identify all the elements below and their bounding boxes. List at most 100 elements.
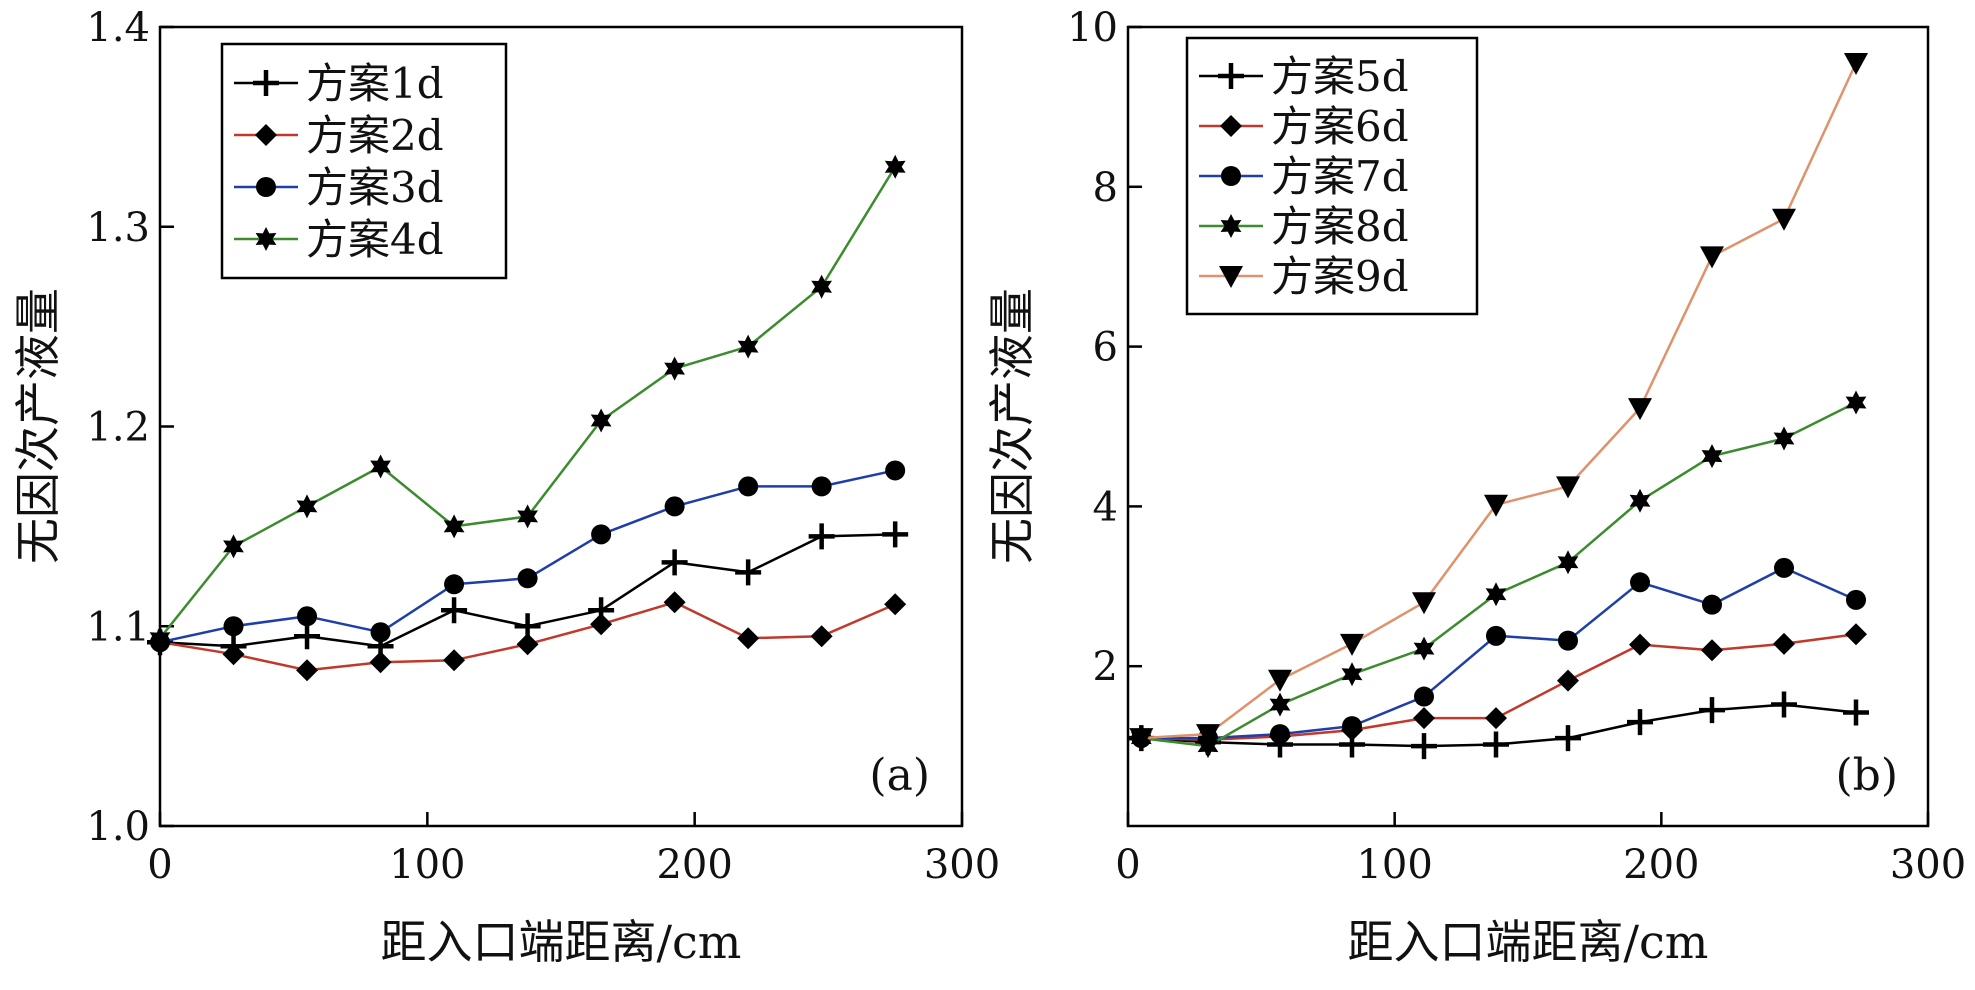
series-方案9d	[1129, 52, 1868, 751]
data-point	[811, 476, 832, 497]
data-point	[297, 606, 318, 627]
legend-marker	[256, 177, 276, 197]
legend-marker	[1221, 166, 1241, 186]
data-point	[1129, 728, 1154, 751]
series-方案8d	[1130, 390, 1867, 759]
x-axis-title: 距入口端距离/cm	[1348, 915, 1709, 969]
data-point	[223, 616, 244, 637]
data-point	[369, 651, 392, 674]
x-tick-label: 300	[924, 842, 1000, 888]
series-line	[1141, 401, 1857, 748]
data-point	[1845, 623, 1867, 646]
series-方案7d	[1131, 557, 1866, 749]
y-tick-label: 1.0	[86, 804, 150, 850]
legend-marker	[255, 124, 277, 146]
data-point	[735, 559, 762, 586]
data-point	[591, 524, 612, 545]
legend-label: 方案5d	[1271, 52, 1409, 101]
data-point	[1844, 52, 1868, 75]
y-tick-label: 10	[1067, 5, 1118, 51]
legend-label: 方案7d	[1271, 152, 1409, 201]
panel-label: (b)	[1836, 750, 1899, 801]
data-point	[370, 622, 391, 643]
series-方案4d	[149, 154, 906, 651]
y-axis-title: 无因次产液量	[985, 288, 1039, 564]
data-point	[664, 356, 685, 381]
data-point	[1772, 208, 1796, 231]
data-point	[884, 593, 907, 616]
data-point	[441, 597, 468, 624]
data-point	[1556, 476, 1580, 499]
legend-label: 方案6d	[1271, 102, 1409, 151]
series-方案2d	[149, 591, 907, 682]
data-point	[1555, 725, 1581, 752]
data-point	[1413, 707, 1435, 730]
x-tick-label: 0	[1115, 842, 1140, 888]
data-point	[1196, 724, 1220, 747]
legend-label: 方案2d	[306, 111, 444, 160]
data-point	[1773, 632, 1795, 655]
legend-label: 方案4d	[306, 215, 444, 264]
data-point	[1699, 697, 1725, 724]
data-point	[1702, 594, 1722, 615]
legend-marker	[255, 227, 277, 251]
data-point	[1629, 633, 1651, 656]
data-point	[296, 494, 318, 519]
y-tick-label: 1.2	[86, 405, 150, 451]
data-point	[222, 643, 245, 666]
legend-label: 方案8d	[1271, 202, 1409, 251]
data-point	[517, 568, 538, 589]
data-point	[884, 154, 906, 179]
data-point	[661, 549, 688, 576]
data-point	[1630, 572, 1650, 593]
data-point	[370, 454, 391, 479]
data-point	[149, 626, 171, 651]
data-point	[590, 613, 613, 636]
data-point	[738, 476, 759, 497]
data-point	[811, 274, 832, 299]
data-point	[1269, 692, 1291, 717]
data-point	[294, 623, 321, 650]
data-point	[223, 534, 244, 559]
data-point	[296, 659, 319, 682]
data-point	[1557, 550, 1579, 575]
legend-marker	[1220, 214, 1242, 238]
data-point	[737, 627, 760, 650]
x-tick-label: 0	[147, 842, 172, 888]
data-point	[1771, 691, 1797, 718]
data-point	[517, 504, 538, 529]
y-tick-label: 2	[1093, 644, 1118, 690]
y-axis-title: 无因次产液量	[11, 288, 65, 564]
x-tick-label: 100	[389, 842, 465, 888]
data-point	[1629, 488, 1651, 513]
data-point	[1627, 709, 1653, 736]
legend-label: 方案1d	[306, 59, 444, 108]
y-tick-label: 1.3	[86, 205, 150, 251]
data-point	[590, 408, 612, 433]
data-point	[1701, 444, 1723, 469]
legend-marker	[1218, 63, 1244, 89]
data-point	[1701, 639, 1723, 662]
legend-marker	[1220, 115, 1242, 137]
x-tick-label: 100	[1356, 842, 1432, 888]
data-point	[1340, 633, 1364, 656]
data-point	[1341, 662, 1363, 687]
data-point	[663, 591, 686, 614]
data-point	[1558, 630, 1578, 651]
legend-marker	[1219, 266, 1243, 288]
chart-panel-a: 0 100 200 300 1.0 1.1 1.2 1.3 1.4 距入口端距离/cm 无因次产液量…	[11, 5, 1000, 969]
data-point	[882, 521, 909, 548]
plot-frame	[1126, 25, 1930, 828]
data-point	[664, 496, 685, 517]
x-tick-label: 200	[1623, 842, 1699, 888]
data-point	[1414, 686, 1434, 707]
y-tick-label: 8	[1093, 165, 1118, 211]
legend-marker	[253, 70, 279, 96]
data-point	[737, 334, 759, 359]
data-point	[1557, 669, 1579, 692]
data-point	[1483, 731, 1509, 758]
data-point	[1485, 707, 1507, 730]
y-tick-label: 4	[1093, 484, 1118, 530]
